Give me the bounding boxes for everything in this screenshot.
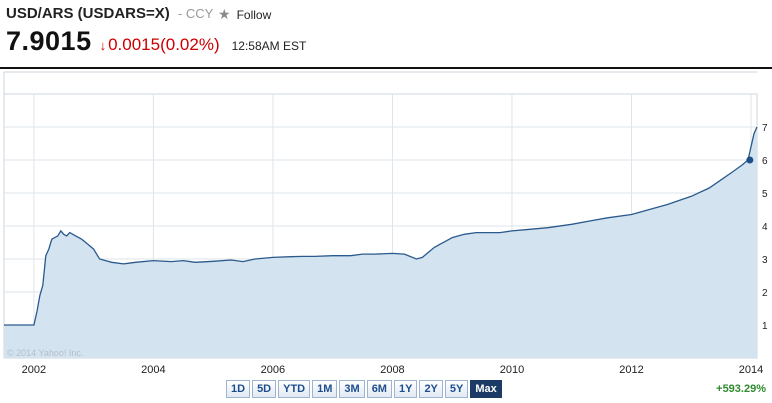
range-2y-button[interactable]: 2Y xyxy=(419,380,443,398)
follow-button[interactable]: ★ Follow xyxy=(218,6,271,23)
total-change: +593.29% xyxy=(716,383,766,395)
down-arrow-icon: ↓ xyxy=(99,38,107,53)
x-tick-label: 2012 xyxy=(619,364,643,376)
x-tick-label: 2010 xyxy=(500,364,524,376)
y-tick-label: 3 xyxy=(762,255,768,266)
x-tick-label: 2014 xyxy=(739,364,763,376)
exchange-label: - CCY xyxy=(177,6,214,21)
ticker-title: USD/ARS (USDARS=X) - CCY xyxy=(6,5,213,22)
header-divider xyxy=(0,67,772,69)
x-tick-label: 2008 xyxy=(380,364,404,376)
range-max-button[interactable]: Max xyxy=(470,380,502,398)
follow-label: Follow xyxy=(236,7,272,22)
range-3m-button[interactable]: 3M xyxy=(339,380,365,398)
y-axis: 1 2 3 4 5 6 7 xyxy=(762,123,768,332)
range-1m-button[interactable]: 1M xyxy=(312,380,338,398)
x-tick-label: 2006 xyxy=(261,364,285,376)
y-tick-label: 6 xyxy=(762,156,768,167)
star-icon: ★ xyxy=(218,6,231,22)
range-5y-button[interactable]: 5Y xyxy=(444,380,469,398)
x-tick-label: 2002 xyxy=(22,364,46,376)
range-5d-button[interactable]: 5D xyxy=(252,380,277,398)
range-ytd-button[interactable]: YTD xyxy=(278,380,311,398)
y-tick-label: 2 xyxy=(762,288,768,299)
price-change: ↓ 0.0015(0.02%) xyxy=(100,35,220,55)
quote-time: 12:58AM EST xyxy=(231,39,307,53)
y-tick-label: 1 xyxy=(762,321,768,332)
x-axis: 2002 2004 2006 2008 2010 2012 2014 xyxy=(22,364,764,376)
series-area xyxy=(4,127,757,358)
quote-bar: 7.9015 ↓ 0.0015(0.02%) 12:58AM EST xyxy=(6,26,306,57)
watermark: © 2014 Yahoo! Inc. xyxy=(7,348,83,358)
y-tick-label: 7 xyxy=(762,123,768,134)
ticker-name: USD/ARS (USDARS=X) xyxy=(6,5,170,22)
range-1d-button[interactable]: 1D xyxy=(226,380,251,398)
x-tick-label: 2004 xyxy=(141,364,165,376)
series-line xyxy=(4,126,758,326)
y-tick-label: 5 xyxy=(762,189,768,200)
current-point-marker xyxy=(746,156,754,164)
price-change-value: 0.0015(0.02%) xyxy=(108,35,220,54)
range-6m-button[interactable]: 6M xyxy=(366,380,392,398)
price-chart: 1 2 3 4 5 6 7 2002 2004 2006 2008 2010 2012 2014 © 2… xyxy=(3,71,768,376)
range-1y-button[interactable]: 1Y xyxy=(393,380,418,398)
last-price: 7.9015 xyxy=(6,26,92,56)
range-selector: 1D 5D YTD 1M 3M 6M 1Y 2Y 5Y Max xyxy=(226,380,502,398)
y-tick-label: 4 xyxy=(762,222,768,233)
